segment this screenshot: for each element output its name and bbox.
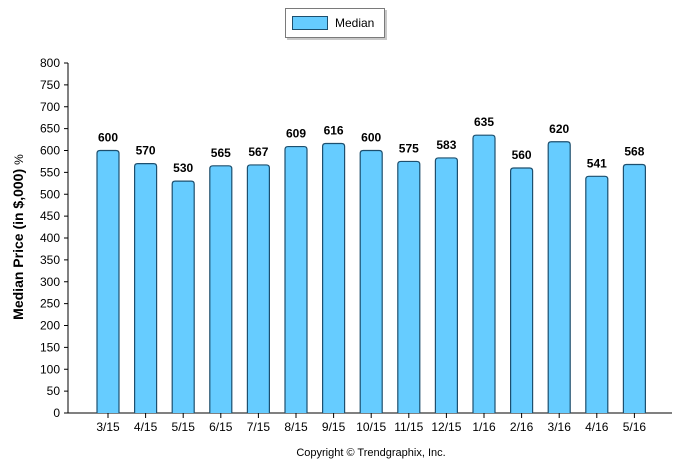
bars [96,134,646,413]
y-tick-label: 150 [40,340,60,354]
y-tick-label: 0 [53,406,60,420]
legend: Median [285,8,385,38]
x-tick-label: 1/16 [472,420,496,434]
data-label: 600 [98,131,118,145]
y-tick-label: 350 [40,253,60,267]
y-tick-label: 800 [40,56,60,70]
bar [284,145,308,413]
data-label: 530 [173,161,193,175]
bar [622,163,646,413]
data-label: 567 [248,145,268,159]
copyright-text: Copyright © Trendgraphix, Inc. [296,447,446,459]
x-tick-label: 3/16 [548,420,572,434]
y-axis: 0 50 100 150 200 250 300 350 400 450 500 550 600 650 7… [40,56,69,420]
x-tick-label: 3/15 [96,420,120,434]
y-tick-label: 500 [40,187,60,201]
y-tick-label: 250 [40,297,60,311]
x-tick-label: 9/15 [322,420,346,434]
data-label: 620 [549,122,569,136]
data-label: 560 [512,148,532,162]
y-tick-label: 400 [40,231,60,245]
x-tick-label: 5/16 [623,420,647,434]
bar [359,149,383,413]
data-label: 635 [474,115,494,129]
data-label: 568 [624,145,644,159]
data-label: 565 [211,146,231,160]
x-tick-label: 5/15 [172,420,196,434]
y-tick-label: 600 [40,144,60,158]
data-label: 570 [136,144,156,158]
y-tick-label: 650 [40,122,60,136]
x-tick-label: 11/15 [394,420,423,434]
bar [397,160,421,413]
data-label: 600 [361,131,381,145]
y-tick-label: 200 [40,319,60,333]
legend-swatch [292,16,328,30]
data-label: 541 [587,156,607,170]
data-label: 583 [436,138,456,152]
y-axis-unit: % [12,154,26,165]
legend-label: Median [335,16,375,30]
bar [434,157,458,413]
data-labels: 600 570 530 565 567 609 616 600 575 583 635 560 620 5… [98,115,645,175]
x-tick-label: 7/15 [247,420,271,434]
y-axis-title: Median Price (in $,000)% [10,154,26,320]
bar [134,163,158,413]
x-tick-label: 4/15 [134,420,158,434]
x-tick-label: 6/15 [209,420,233,434]
bar [547,141,571,413]
data-label: 575 [399,141,419,155]
x-tick-label: 2/16 [510,420,534,434]
x-tick-label: 8/15 [284,420,308,434]
x-tick-label: 12/15 [431,420,461,434]
y-tick-label: 100 [40,362,60,376]
data-label: 609 [286,127,306,141]
x-tick-label: 4/16 [585,420,609,434]
bar [246,164,270,413]
bar [472,134,496,413]
bar [171,180,195,413]
y-tick-label: 700 [40,100,60,114]
x-tick-label: 10/15 [356,420,386,434]
y-tick-label: 50 [47,384,61,398]
y-tick-label: 750 [40,78,60,92]
y-tick-label: 550 [40,165,60,179]
bar [510,167,534,413]
bar [585,175,609,413]
y-tick-label: 450 [40,209,60,223]
data-label: 616 [324,124,344,138]
x-axis: 3/15 4/15 5/15 6/15 7/15 8/15 9/15 10/15 11/15 12… [68,412,672,434]
bar [209,165,233,413]
y-axis-title-text: Median Price (in $,000) [10,168,26,320]
y-tick-label: 300 [40,275,60,289]
bar [322,142,346,413]
bar [96,149,120,413]
